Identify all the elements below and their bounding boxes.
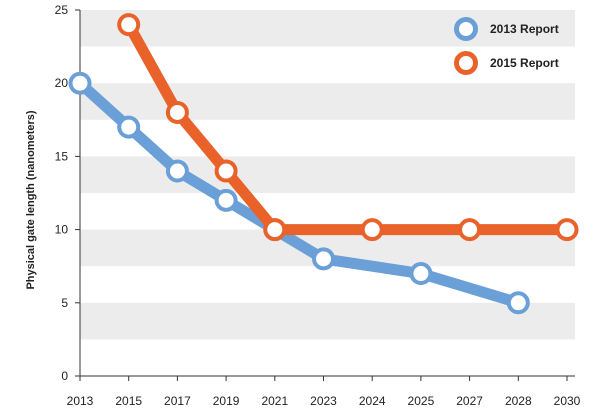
y-tick-labels: 0 5 10 15 20 25: [55, 3, 80, 383]
x-tick-label: 2015: [115, 394, 142, 408]
data-point: [506, 291, 530, 315]
grid-bands: [80, 10, 575, 340]
series-group: [68, 13, 579, 315]
x-tick-label: 2021: [261, 394, 288, 408]
data-point: [409, 262, 433, 286]
y-tick-label: 10: [55, 223, 69, 237]
y-axis-label: Physical gate length (nanometers): [25, 110, 37, 289]
data-point: [214, 159, 238, 183]
data-point: [68, 71, 92, 95]
legend: 2013 Report 2015 Report: [454, 17, 559, 75]
data-point: [165, 100, 189, 124]
legend-marker: [454, 17, 478, 41]
y-tick-label: 0: [61, 369, 68, 383]
data-point: [117, 115, 141, 139]
series-1: [68, 71, 530, 315]
x-tick-label: 2025: [408, 394, 435, 408]
y-tick-label: 15: [55, 149, 69, 163]
grid-band: [80, 10, 575, 47]
x-tick-label: 2023: [310, 394, 337, 408]
x-tick-label: 2024: [359, 394, 386, 408]
data-point: [263, 218, 287, 242]
y-tick-label: 20: [55, 76, 69, 90]
x-tick-label: 2013: [67, 394, 94, 408]
x-tick-label: 2027: [456, 394, 483, 408]
data-point: [458, 218, 482, 242]
y-tick-label: 25: [55, 3, 69, 17]
data-point: [555, 218, 579, 242]
data-point: [214, 188, 238, 212]
x-tick-label: 2017: [164, 394, 191, 408]
data-point: [165, 159, 189, 183]
grid-band: [80, 83, 575, 120]
data-point: [312, 247, 335, 271]
legend-marker: [454, 51, 478, 75]
axes: [79, 10, 575, 377]
y-tick-label: 5: [61, 296, 68, 310]
x-tick-label: 2028: [505, 394, 532, 408]
x-tick-labels: 2013 2015 2017 2019 2021 2023 2024 2025 2027 2028…: [67, 376, 581, 408]
legend-label: 2015 Report: [490, 56, 559, 70]
grid-band: [80, 156, 575, 193]
series-2: [117, 13, 579, 242]
x-tick-label: 2019: [213, 394, 240, 408]
grid-band: [80, 302, 575, 340]
data-point: [360, 218, 384, 242]
legend-label: 2013 Report: [490, 22, 559, 36]
data-point: [117, 13, 141, 37]
x-tick-label: 2030: [554, 394, 581, 408]
